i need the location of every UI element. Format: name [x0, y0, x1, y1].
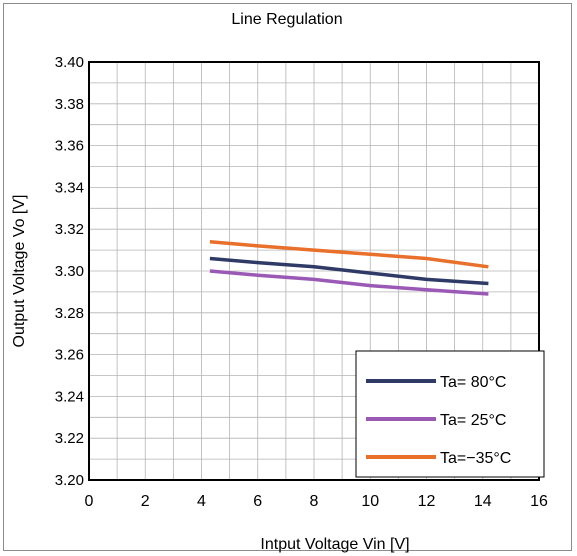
y-tick-label: 3.32 — [55, 221, 84, 238]
y-tick-label: 3.40 — [55, 54, 84, 71]
x-tick-labels: 0 2 4 6 8 10 12 14 16 — [85, 493, 548, 510]
x-tick-label: 0 — [85, 493, 94, 510]
y-tick-label: 3.30 — [55, 263, 84, 280]
x-tick-label: 8 — [310, 493, 319, 510]
y-tick-labels: 3.20 3.22 3.24 3.26 3.28 3.30 3.32 3.34 3.36 3.38… — [55, 54, 84, 489]
x-tick-label: 6 — [253, 493, 262, 510]
legend: Ta= 80°C Ta= 25°C Ta=−35°C — [355, 350, 545, 478]
chart-title: Line Regulation — [231, 11, 342, 28]
y-tick-label: 3.22 — [55, 430, 84, 447]
y-tick-label: 3.38 — [55, 96, 84, 113]
x-tick-label: 12 — [418, 493, 436, 510]
x-tick-label: 16 — [530, 493, 548, 510]
x-tick-label: 10 — [361, 493, 379, 510]
y-axis-label: Output Voltage Vo [V] — [11, 195, 28, 348]
x-tick-label: 4 — [197, 493, 206, 510]
x-tick-label: 2 — [141, 493, 150, 510]
y-tick-label: 3.28 — [55, 305, 84, 322]
x-axis-label: Intput Voltage Vin [V] — [260, 536, 409, 553]
y-tick-label: 3.26 — [55, 347, 84, 364]
y-tick-label: 3.36 — [55, 138, 84, 155]
legend-label: Ta= 80°C — [440, 374, 506, 391]
legend-label: Ta=−35°C — [440, 450, 511, 467]
y-tick-label: 3.34 — [55, 179, 84, 196]
x-tick-label: 14 — [474, 493, 492, 510]
legend-label: Ta= 25°C — [440, 412, 506, 429]
series-line — [209, 256, 489, 286]
series-lines — [209, 239, 489, 296]
series-line — [209, 269, 489, 296]
y-tick-label: 3.20 — [55, 472, 84, 489]
y-tick-label: 3.24 — [55, 388, 84, 405]
series-line — [209, 239, 489, 269]
plot-border — [88, 61, 540, 481]
